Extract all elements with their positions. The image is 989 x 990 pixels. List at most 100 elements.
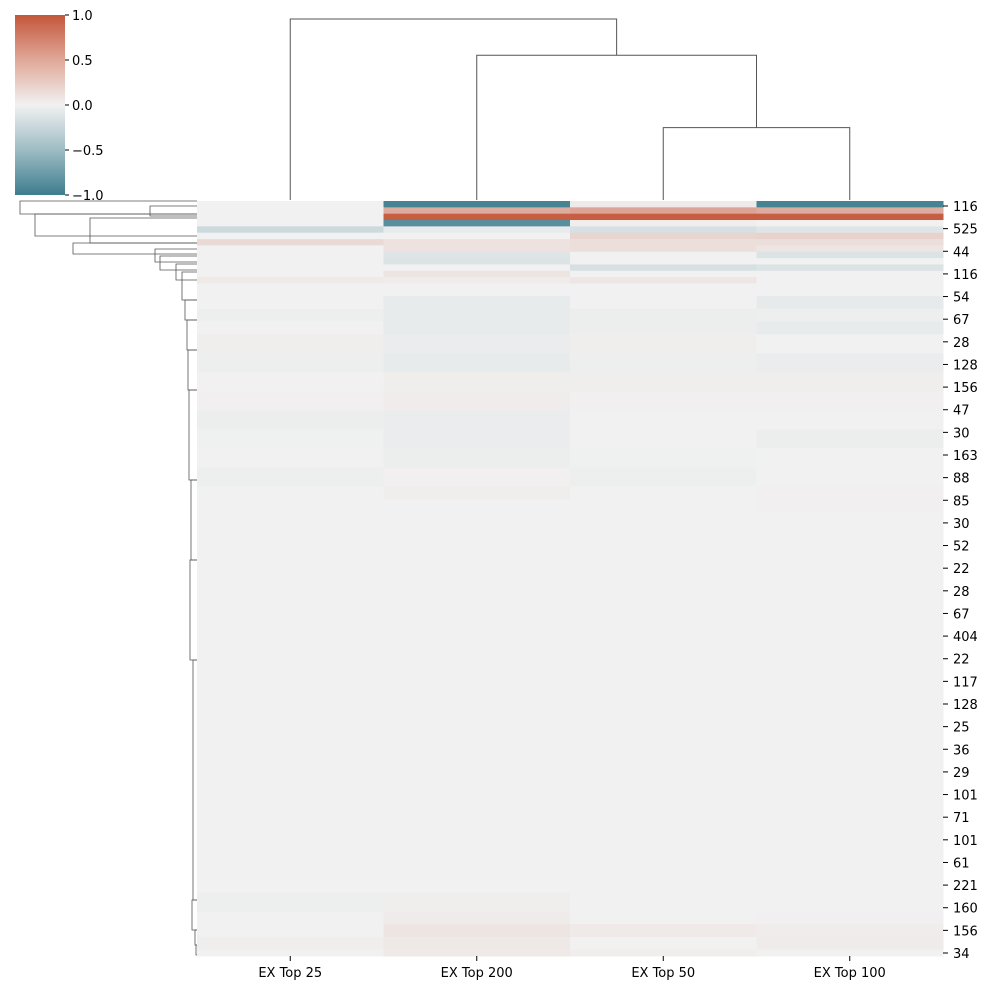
heatmap-cell	[197, 220, 384, 227]
heatmap-cell	[570, 911, 757, 925]
dendrogram-link	[192, 659, 197, 901]
heatmap-cell	[197, 924, 384, 938]
heatmap-cell	[197, 321, 384, 335]
heatmap-cell	[756, 353, 944, 373]
dendrogram-link	[289, 18, 618, 200]
heatmap-cell	[570, 308, 757, 323]
colorbar-tick-label: 1.0	[72, 9, 93, 24]
heatmap-cell	[570, 353, 757, 373]
heatmap-cell	[383, 448, 571, 468]
heatmap-cell	[383, 251, 571, 259]
row-tick-label: 67	[953, 607, 970, 622]
row-tick-label: 221	[953, 879, 978, 894]
row-tick-label: 30	[953, 517, 970, 532]
row-tick-label: 116	[953, 200, 978, 215]
heatmap-cell	[756, 232, 944, 240]
heatmap-cell	[570, 239, 757, 246]
heatmap-cell	[383, 321, 571, 335]
row-tick-label: 22	[953, 562, 970, 577]
heatmap-cell	[383, 239, 571, 246]
heatmap-cell	[383, 499, 571, 513]
heatmap-cell	[383, 911, 571, 925]
row-tick-label: 85	[953, 494, 970, 509]
heatmap-cell	[383, 226, 571, 234]
heatmap-cell	[756, 213, 944, 221]
heatmap-cell	[197, 353, 384, 373]
dendrogram-link	[175, 263, 197, 281]
row-tick-label: 88	[953, 472, 970, 487]
heatmap-cell	[197, 448, 384, 468]
column-tick-label: EX Top 25	[258, 966, 322, 981]
heatmap	[197, 201, 944, 957]
heatmap-cell	[570, 892, 757, 913]
row-tick-label: 128	[953, 358, 978, 373]
colorbar-tick-label: 0.0	[72, 99, 93, 114]
heatmap-cell	[756, 308, 944, 323]
heatmap-cell	[756, 283, 944, 297]
heatmap-cell	[570, 201, 757, 208]
heatmap-cell	[570, 936, 757, 951]
dendrogram-link	[184, 299, 197, 321]
heatmap-cell	[756, 264, 944, 272]
heatmap-cell	[383, 391, 571, 411]
heatmap-cell	[570, 296, 757, 310]
dendrogram-link	[186, 319, 197, 351]
dendrogram-link	[194, 929, 197, 946]
heatmap-cell	[570, 220, 757, 227]
heatmap-cell	[197, 296, 384, 310]
row-tick-label: 117	[953, 675, 978, 690]
heatmap-cell	[756, 258, 944, 265]
dendrogram-link	[181, 271, 197, 301]
row-tick-label: 160	[953, 902, 978, 917]
heatmap-cell	[756, 220, 944, 227]
row-dendrogram	[19, 200, 197, 956]
heatmap-cell	[383, 949, 571, 957]
heatmap-cell	[197, 277, 384, 284]
heatmap-cell	[197, 207, 384, 215]
heatmap-cell	[383, 334, 571, 354]
heatmap-cell	[756, 372, 944, 392]
heatmap-cell	[756, 334, 944, 354]
heatmap-cell	[570, 277, 757, 284]
heatmap-cell	[756, 949, 944, 957]
heatmap-cell	[197, 911, 384, 925]
heatmap-cell	[756, 251, 944, 259]
row-tick-label: 101	[953, 789, 978, 804]
colorbar-tick-label: 0.5	[72, 54, 93, 69]
heatmap-cell	[570, 226, 757, 234]
heatmap-cell	[197, 429, 384, 449]
heatmap-cell	[756, 911, 944, 925]
heatmap-cell	[756, 429, 944, 449]
colorbar-gradient	[15, 15, 65, 195]
dendrogram-link	[190, 479, 197, 561]
column-tick-label: EX Top 50	[631, 966, 695, 981]
dendrogram-link	[149, 205, 197, 217]
dendrogram-link	[191, 899, 197, 931]
heatmap-cell	[756, 391, 944, 411]
row-tick-label: 163	[953, 449, 978, 464]
heatmap-cell	[197, 308, 384, 323]
heatmap-cell	[570, 372, 757, 392]
heatmap-cell	[383, 270, 571, 278]
heatmap-cell	[570, 949, 757, 957]
heatmap-cell	[383, 296, 571, 310]
row-tick-label: 525	[953, 223, 978, 238]
heatmap-cell	[570, 232, 757, 240]
dendrogram-link	[19, 200, 197, 215]
column-dendrogram	[289, 18, 851, 200]
heatmap-cell	[197, 499, 384, 513]
heatmap-cell	[197, 372, 384, 392]
heatmap-cell	[383, 283, 571, 297]
column-tick-label: EX Top 200	[441, 966, 513, 981]
heatmap-cell	[197, 264, 384, 272]
heatmap-cell	[756, 201, 944, 208]
heatmap-cell	[383, 258, 571, 265]
heatmap-cell	[383, 410, 571, 430]
dendrogram-link	[34, 213, 197, 237]
heatmap-cell	[197, 232, 384, 240]
row-tick-label: 29	[953, 766, 970, 781]
heatmap-cell	[383, 467, 571, 488]
heatmap-cell	[570, 410, 757, 430]
heatmap-cell	[383, 232, 571, 240]
